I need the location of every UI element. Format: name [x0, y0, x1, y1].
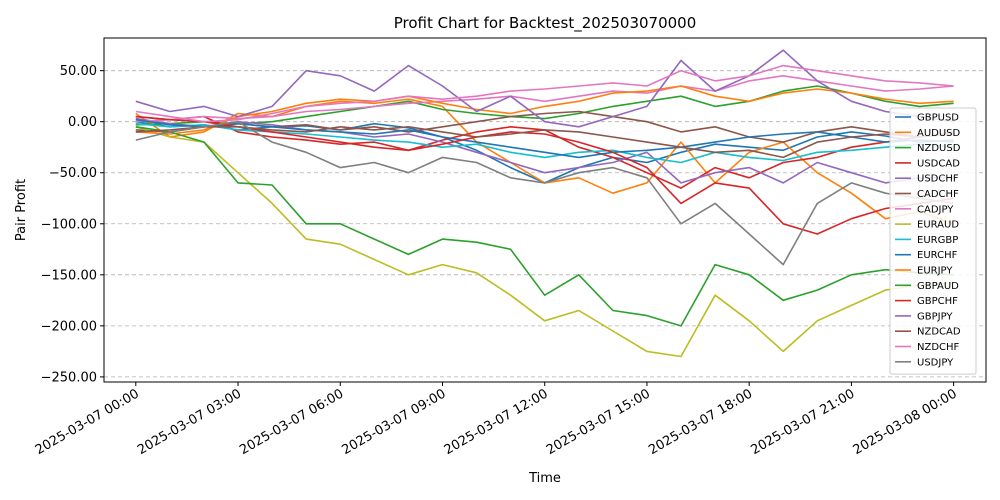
legend: GBPUSD AUDUSD NZDUSD USDCAD USDCHF CADCHF CADJ…	[889, 107, 977, 375]
x-tick-label: 2025-03-07 21:00	[748, 386, 857, 458]
series-line-gbpaud	[135, 126, 954, 327]
series-line-nzdchf	[135, 64, 954, 123]
x-tick-label: 2025-03-07 15:00	[544, 386, 653, 458]
legend-label: NZDCAD	[917, 327, 961, 338]
legend-label: GBPAUD	[917, 281, 959, 292]
series-line-euraud	[135, 126, 954, 358]
y-tick-label: 0.00	[68, 115, 97, 130]
legend-label: USDCHF	[917, 174, 959, 185]
legend-label: NZDCHF	[917, 342, 960, 353]
y-tick-label: 50.00	[60, 64, 97, 79]
y-tick-label: −200.00	[41, 319, 97, 334]
chart-title: Profit Chart for Backtest_202503070000	[394, 14, 697, 33]
legend-label: USDCAD	[917, 158, 960, 169]
series-line-gbpjpy	[135, 49, 954, 128]
legend-label: EURCHF	[917, 250, 958, 261]
y-axis-title: Pair Profit	[14, 179, 29, 241]
legend-label: NZDUSD	[917, 143, 961, 154]
series-line-eurchf	[135, 118, 954, 159]
y-axis: 50.00 0.00 −50.00 −100.00 −150.00 −200.00 −250…	[41, 64, 104, 385]
legend-label: AUDUSD	[917, 128, 961, 139]
series-lines	[135, 49, 954, 358]
x-tick-label: 2025-03-07 00:00	[33, 386, 142, 458]
x-tick-label: 2025-03-08 00:00	[851, 386, 960, 458]
legend-label: EURAUD	[917, 220, 959, 231]
x-tick-label: 2025-03-07 03:00	[135, 386, 244, 458]
legend-label: GBPCHF	[917, 296, 958, 307]
y-tick-label: −50.00	[49, 166, 97, 181]
series-line-eurjpy	[135, 85, 954, 135]
legend-label: CADJPY	[917, 204, 954, 215]
legend-label: EURJPY	[917, 266, 953, 277]
series-line-nzdcad	[135, 126, 954, 159]
legend-label: EURGBP	[917, 235, 958, 246]
series-line-gbpchf	[135, 115, 954, 235]
legend-label: GBPUSD	[917, 113, 959, 124]
legend-box	[889, 107, 977, 375]
x-tick-label: 2025-03-07 12:00	[442, 386, 551, 458]
x-axis-title: Time	[528, 471, 561, 486]
x-tick-label: 2025-03-07 06:00	[237, 386, 346, 458]
x-tick-label: 2025-03-07 18:00	[646, 386, 755, 458]
series-line-usdchf	[135, 117, 954, 184]
series-line-nzdusd	[135, 85, 954, 126]
y-tick-label: −250.00	[41, 370, 97, 385]
legend-label: USDJPY	[917, 357, 954, 368]
legend-label: CADCHF	[917, 189, 959, 200]
legend-label: GBPJPY	[917, 311, 953, 322]
y-tick-label: −150.00	[41, 268, 97, 283]
x-tick-label: 2025-03-07 09:00	[340, 386, 449, 458]
y-tick-label: −100.00	[41, 217, 97, 232]
series-line-usdjpy	[135, 120, 954, 266]
